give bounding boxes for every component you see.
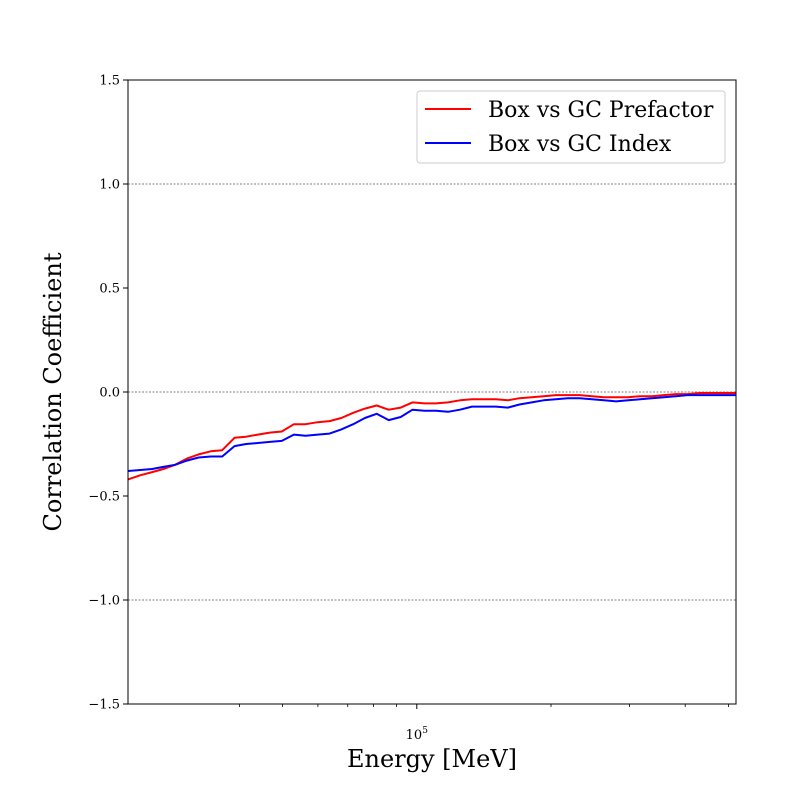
series-line bbox=[127, 394, 736, 472]
y-tick-label: 0.0 bbox=[99, 386, 120, 401]
y-axis-ticks: 1.5 1.0 0.5 0.0 −0.5 −1.0 −1.5 bbox=[88, 74, 128, 713]
series-line bbox=[127, 392, 736, 481]
y-tick-label: 0.5 bbox=[99, 282, 120, 297]
legend: Box vs GC Prefactor Box vs GC Index bbox=[416, 90, 726, 164]
y-axis-label: Correlation Coefficient bbox=[39, 252, 67, 531]
y-tick-label: −1.5 bbox=[88, 698, 120, 713]
y-tick-label: −0.5 bbox=[88, 490, 120, 505]
y-tick-label: 1.0 bbox=[99, 178, 120, 193]
legend-label: Box vs GC Prefactor bbox=[488, 98, 714, 123]
legend-box bbox=[416, 90, 726, 164]
y-tick-label: −1.0 bbox=[88, 594, 120, 609]
x-axis-label: Energy [MeV] bbox=[347, 745, 517, 773]
series-lines bbox=[127, 392, 736, 481]
legend-label: Box vs GC Index bbox=[488, 132, 672, 157]
y-tick-label: 1.5 bbox=[99, 74, 120, 89]
x-tick-label: 105 bbox=[406, 726, 429, 743]
x-axis-ticks: 105 bbox=[238, 704, 729, 743]
